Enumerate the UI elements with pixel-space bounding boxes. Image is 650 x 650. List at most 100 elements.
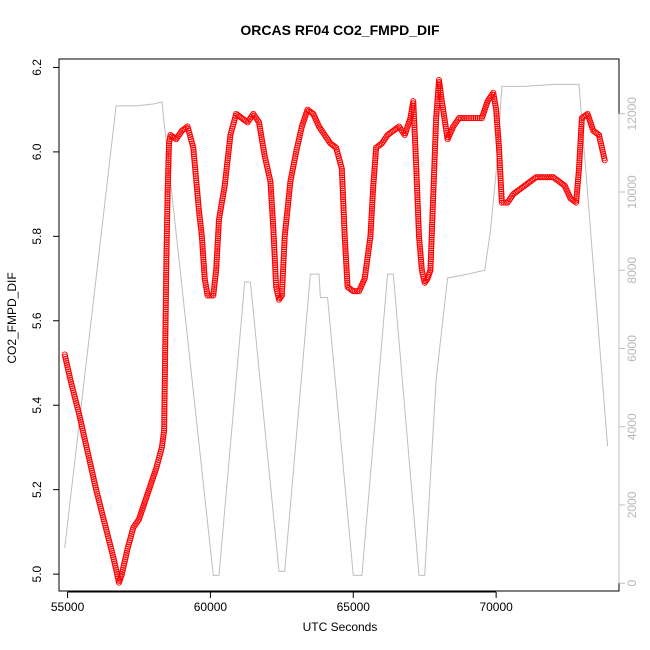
data-point [163,230,170,237]
data-point [272,275,279,282]
data-point [411,126,418,133]
data-point [415,213,422,220]
data-point [432,119,440,126]
data-point [413,174,420,181]
data-point [163,258,170,265]
data-point [414,191,421,199]
data-point [281,242,288,249]
data-point [281,246,288,253]
data-point [415,226,422,233]
data-point [161,390,168,397]
data-point [283,216,290,223]
data-point [162,310,169,317]
data-point [491,98,498,105]
data-point [279,274,286,281]
data-point [368,216,375,223]
data-point [338,167,346,175]
data-point [271,248,278,256]
data-point [340,207,347,214]
y-tick-label: 5.2 [30,481,44,498]
data-point [216,214,223,221]
data-point [494,127,501,134]
data-point [438,96,445,103]
data-point [433,104,440,111]
data-point [163,280,170,287]
data-point [161,401,168,408]
data-point [428,227,435,235]
data-point [203,286,210,293]
data-point [416,243,423,250]
y2-tick-label: 2000 [625,491,639,518]
data-point [257,125,264,132]
data-point [366,239,373,246]
data-point [496,153,503,160]
data-point [258,131,265,139]
data-point [429,214,436,222]
data-point [199,248,206,255]
data-point [195,203,202,210]
data-point [343,273,351,280]
data-point [162,302,169,309]
data-point [161,423,168,430]
data-point [268,188,275,196]
data-point [161,425,168,432]
data-point [573,191,580,198]
data-point [430,173,437,180]
y2-tick-label: 10000 [625,175,639,209]
data-point [341,218,348,225]
data-point [215,216,223,223]
data-point [415,220,422,227]
data-point [162,338,169,345]
data-point [496,159,503,167]
data-point [161,405,168,412]
data-point [162,284,170,291]
data-point [429,223,436,230]
data-point [160,433,167,440]
data-point [282,229,289,236]
data-point [340,202,347,209]
data-point [431,167,438,174]
data-point [369,199,376,206]
data-point [431,145,439,152]
data-point [339,172,346,179]
data-point [280,266,287,273]
data-point [429,210,436,217]
data-point [159,435,167,443]
data-point [280,248,288,255]
data-point [439,104,446,111]
data-point [159,442,166,449]
y2-tick-label: 4000 [625,413,639,440]
data-point [497,179,504,186]
data-point [411,122,418,129]
data-point [161,371,168,378]
data-point [215,218,222,225]
data-point [213,252,221,259]
data-point [340,198,347,205]
data-point [413,176,420,183]
data-point [192,170,199,177]
data-point [578,123,585,130]
data-point [414,196,421,203]
data-point [279,270,286,277]
data-point [194,190,201,197]
data-point [437,89,444,96]
y2-tick-label: 12000 [625,97,639,131]
data-point [413,165,420,172]
data-point [432,134,439,141]
data-point [496,146,503,153]
data-point [411,130,418,138]
y-tick-label: 6.0 [30,143,44,160]
data-point [371,172,378,179]
data-point [212,271,219,278]
data-point [344,277,351,284]
data-point [224,157,231,164]
data-point [370,184,377,191]
data-point [162,315,169,322]
data-point [161,360,169,367]
data-point [431,154,438,161]
data-point [436,79,443,86]
data-point [217,210,224,217]
data-point [283,212,290,219]
data-point [162,325,169,332]
data-point [164,219,171,226]
